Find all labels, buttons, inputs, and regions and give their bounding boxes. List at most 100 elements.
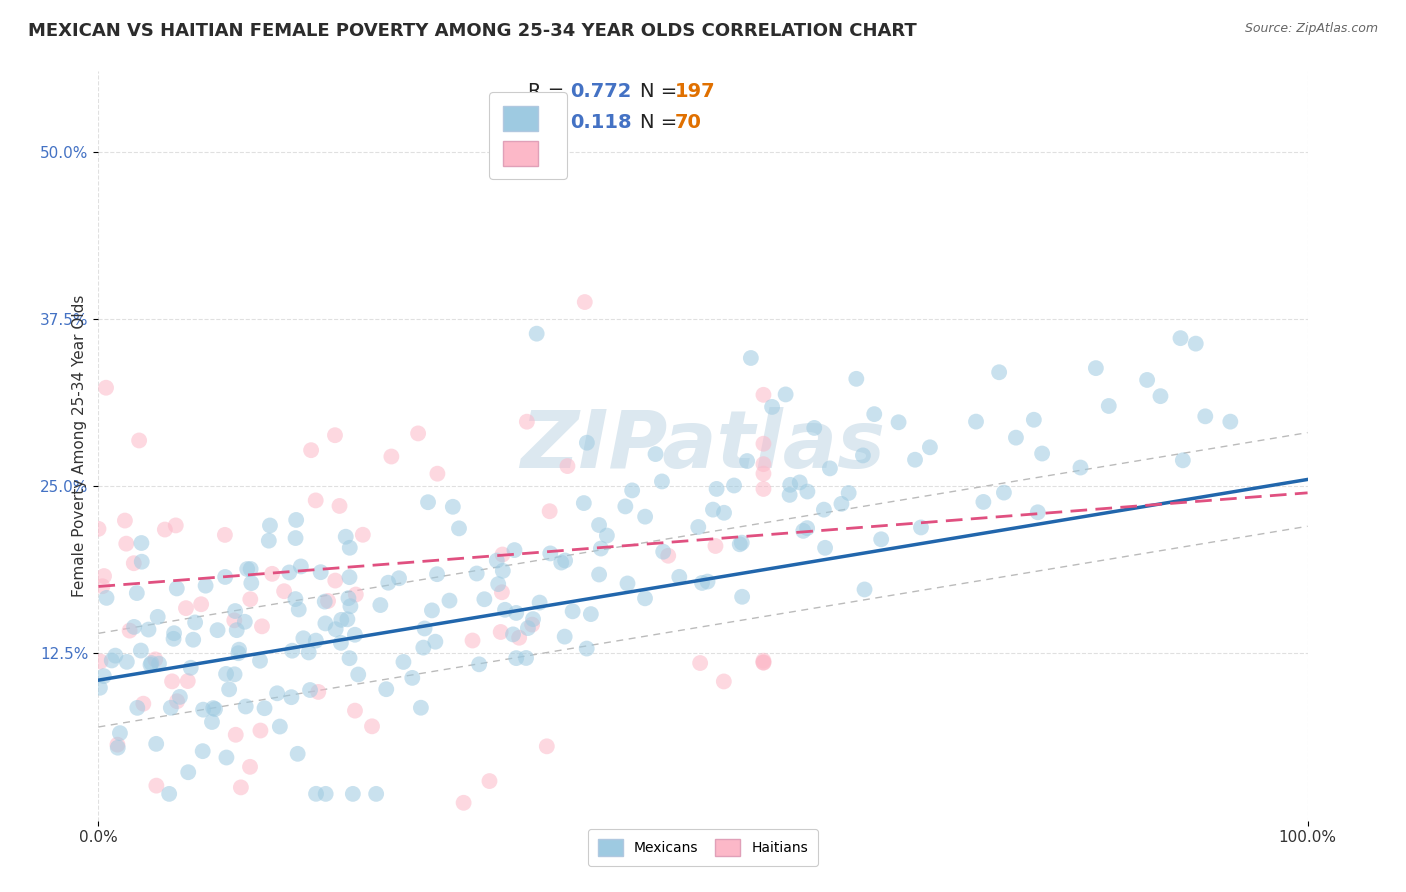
Point xyxy=(409,700,432,714)
Point xyxy=(752,436,775,450)
Point xyxy=(284,592,307,607)
Point xyxy=(1069,460,1091,475)
Point xyxy=(285,513,308,527)
Point xyxy=(339,599,361,614)
Y-axis label: Female Poverty Among 25-34 Year Olds: Female Poverty Among 25-34 Year Olds xyxy=(72,295,87,597)
Point xyxy=(344,588,367,602)
Point xyxy=(166,694,188,708)
Text: ZIPatlas: ZIPatlas xyxy=(520,407,886,485)
Point xyxy=(644,447,666,461)
Text: 70: 70 xyxy=(675,112,702,132)
Point xyxy=(779,478,801,492)
Point xyxy=(516,415,538,429)
Point xyxy=(266,686,288,700)
Point xyxy=(165,518,187,533)
Point xyxy=(89,681,111,695)
Point xyxy=(651,475,673,489)
Point xyxy=(145,737,167,751)
Point xyxy=(269,720,291,734)
Point xyxy=(162,632,184,646)
Point xyxy=(1098,399,1121,413)
Point xyxy=(280,690,302,705)
Point xyxy=(522,612,544,626)
Point xyxy=(339,651,361,665)
Point xyxy=(125,586,148,600)
Point xyxy=(887,415,910,429)
Point xyxy=(233,615,256,629)
Point xyxy=(298,645,321,659)
Point xyxy=(146,610,169,624)
Point xyxy=(502,627,524,641)
Point xyxy=(740,351,762,365)
Point xyxy=(115,655,138,669)
Point xyxy=(426,467,449,481)
Point xyxy=(132,697,155,711)
Point xyxy=(689,656,711,670)
Point xyxy=(370,598,392,612)
Point xyxy=(789,475,811,490)
Point xyxy=(93,569,115,583)
Point xyxy=(728,537,751,551)
Point xyxy=(775,387,797,401)
Point xyxy=(621,483,644,498)
Point xyxy=(838,486,860,500)
Point xyxy=(1005,431,1028,445)
Point xyxy=(177,674,200,689)
Point xyxy=(988,365,1011,379)
Point xyxy=(652,545,675,559)
Point xyxy=(224,613,246,627)
Point xyxy=(574,295,596,310)
Point xyxy=(224,667,246,681)
Point xyxy=(453,796,475,810)
Point xyxy=(307,685,329,699)
Point xyxy=(122,556,145,570)
Point xyxy=(153,523,176,537)
Point xyxy=(845,372,868,386)
Point xyxy=(706,482,728,496)
Point xyxy=(616,576,638,591)
Point xyxy=(536,739,558,754)
Point xyxy=(214,570,236,584)
Point xyxy=(315,787,337,801)
Point xyxy=(863,407,886,421)
Point xyxy=(201,714,224,729)
Point xyxy=(314,594,336,608)
Point xyxy=(329,636,352,650)
Point xyxy=(818,461,841,475)
Point xyxy=(214,528,236,542)
Text: R =: R = xyxy=(527,112,576,132)
Point xyxy=(281,643,304,657)
Point xyxy=(262,566,284,581)
Point xyxy=(752,388,775,402)
Point xyxy=(160,674,183,689)
Point xyxy=(328,499,350,513)
Point xyxy=(107,738,129,752)
Point xyxy=(579,607,602,621)
Point xyxy=(588,518,610,533)
Point xyxy=(752,457,775,471)
Point xyxy=(160,700,183,714)
Point xyxy=(461,633,484,648)
Point xyxy=(239,760,262,774)
Point xyxy=(380,450,402,464)
Text: 197: 197 xyxy=(675,82,716,101)
Point xyxy=(972,495,994,509)
Point xyxy=(336,612,359,626)
Point xyxy=(330,613,353,627)
Point xyxy=(131,555,153,569)
Point xyxy=(723,478,745,492)
Point xyxy=(478,774,501,789)
Point xyxy=(447,521,470,535)
Point xyxy=(143,652,166,666)
Point xyxy=(491,585,513,599)
Point xyxy=(323,428,346,442)
Point xyxy=(253,701,276,715)
Point xyxy=(225,728,247,742)
Point xyxy=(441,500,464,514)
Point xyxy=(100,653,122,667)
Point xyxy=(492,564,515,578)
Text: R =: R = xyxy=(527,82,571,101)
Point xyxy=(1194,409,1216,424)
Point xyxy=(752,654,775,668)
Point xyxy=(554,553,576,567)
